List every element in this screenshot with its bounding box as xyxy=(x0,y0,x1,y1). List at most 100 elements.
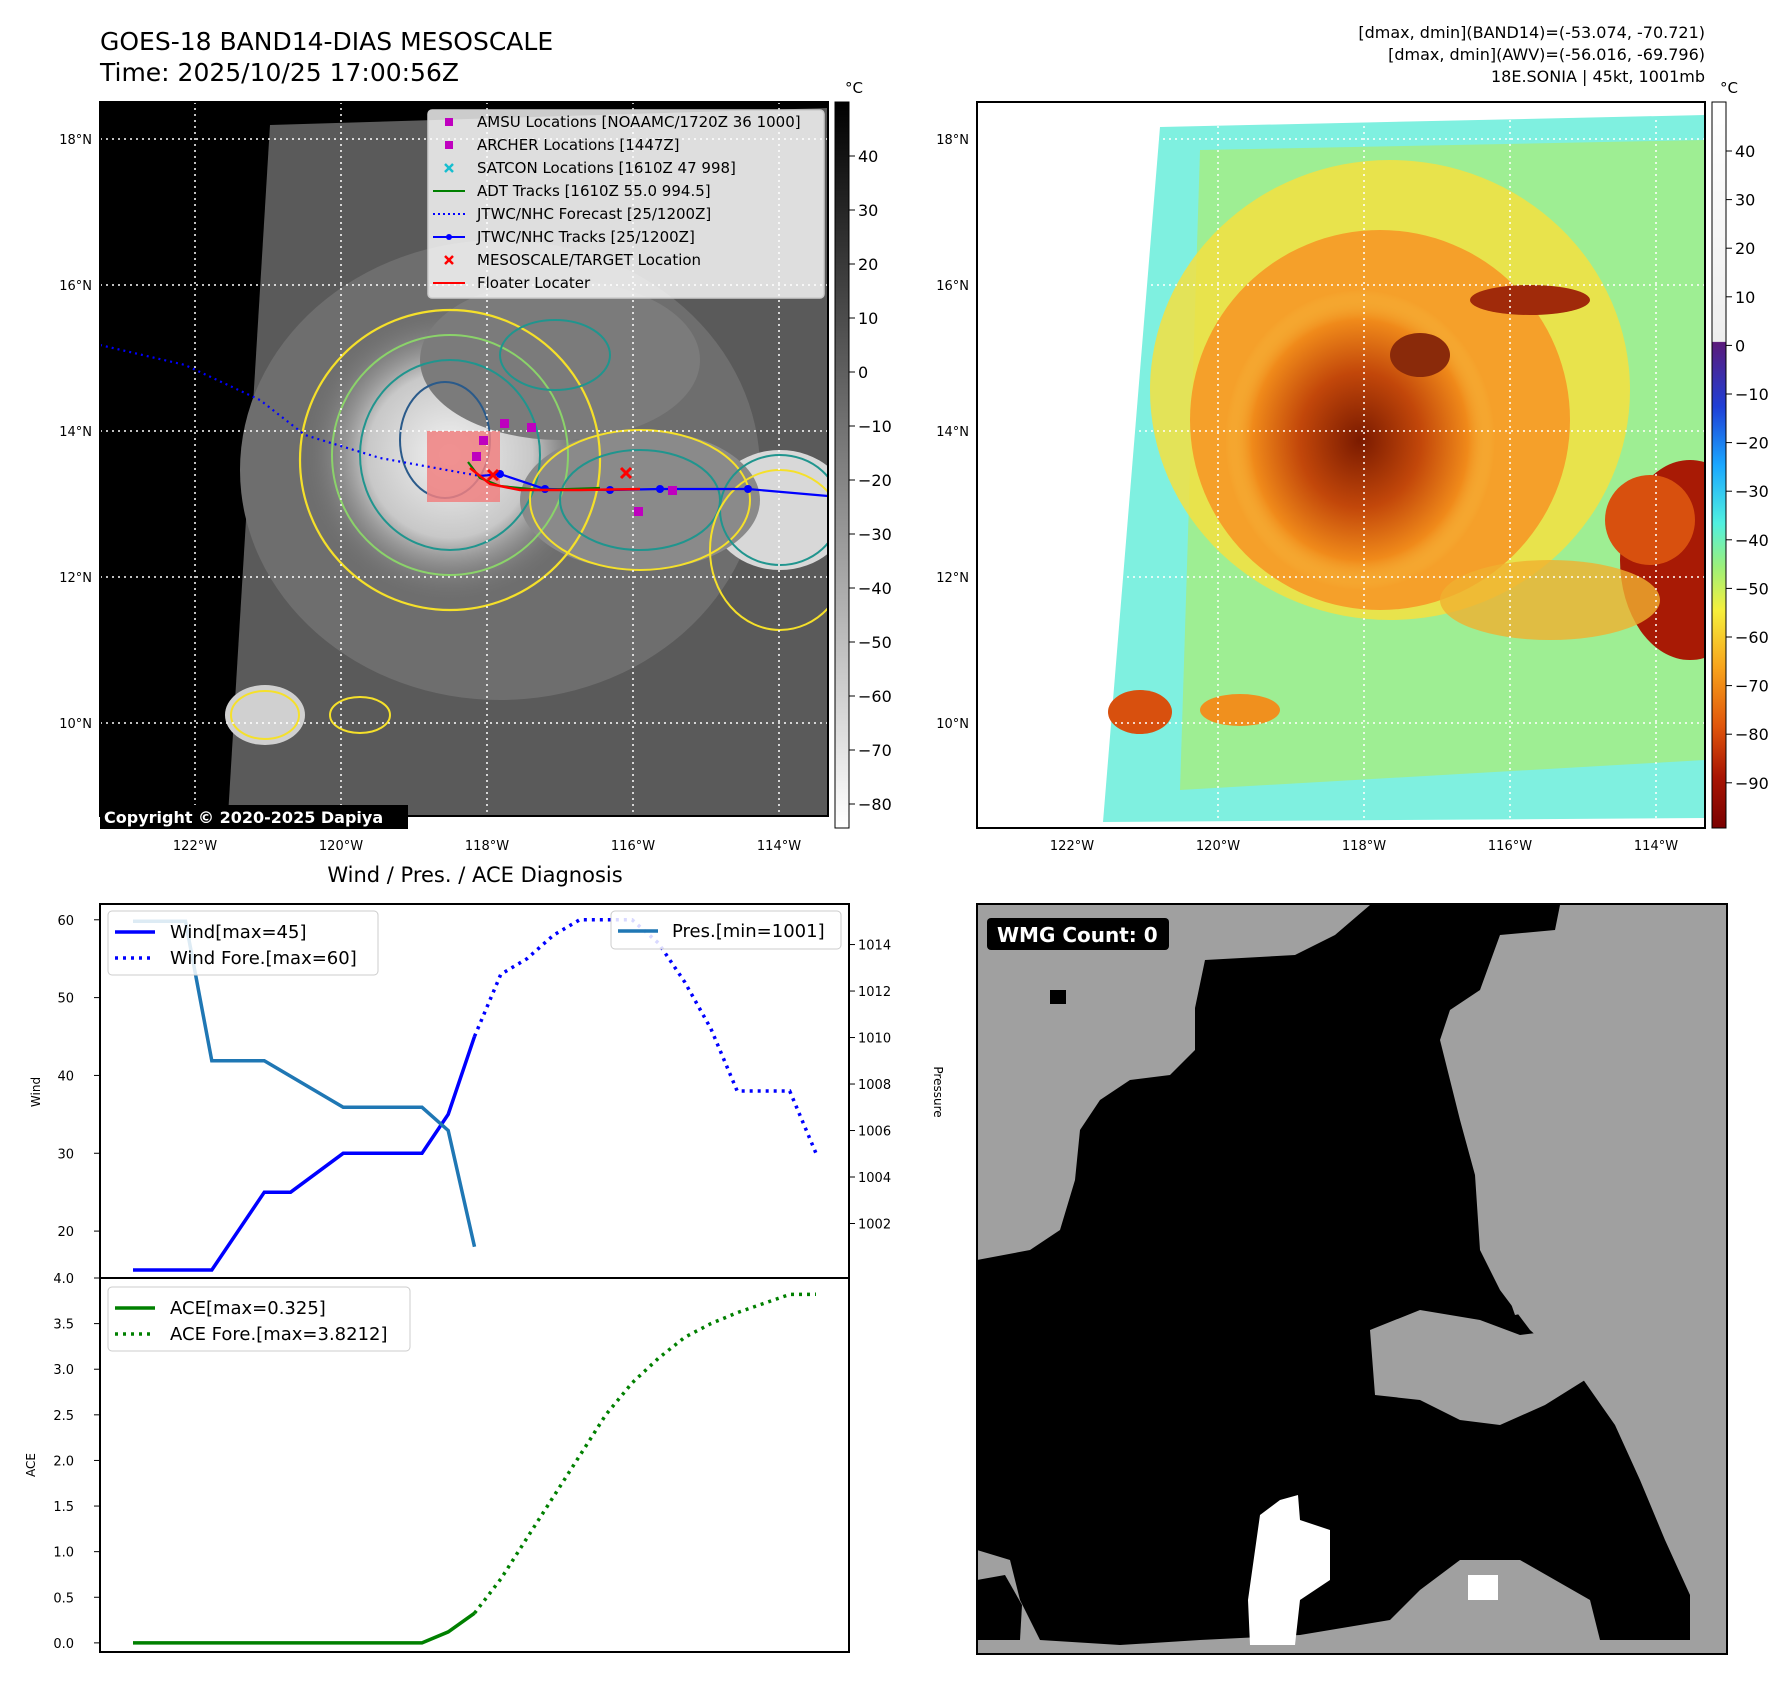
ir-colorbar-tick: −70 xyxy=(858,741,892,760)
wind-ytick: 40 xyxy=(57,1069,74,1084)
ace-ytick: 0.0 xyxy=(53,1637,74,1652)
ir-colorbar-tick: 10 xyxy=(858,309,878,328)
legend-label: AMSU Locations [NOAAMC/1720Z 36 1000] xyxy=(477,113,801,131)
lat-label: 18°N xyxy=(59,133,92,148)
awv-colorbar-tick: −80 xyxy=(1735,725,1769,744)
ir-lon-labels: 122°W 120°W 118°W 116°W 114°W xyxy=(173,839,801,854)
awv-colorbar-tick: −90 xyxy=(1735,774,1769,793)
awv-colorbar: °C 40 30 20 10 0 −10 −20 −30 −40 −50 −60 −70 −80 −90 xyxy=(1711,79,1769,829)
ace-legend-label: ACE Fore.[max=3.8212] xyxy=(170,1324,388,1345)
ir-colorbar-tick: −80 xyxy=(858,795,892,814)
pressure-ytick: 1006 xyxy=(858,1125,891,1140)
info-awv: [dmax, dmin](AWV)=(-56.016, -69.796) xyxy=(1388,45,1705,64)
ace-ytick: 3.0 xyxy=(53,1363,74,1378)
pressure-ytick: 1008 xyxy=(858,1078,891,1093)
ace-chart: 0.0 0.5 1.0 1.5 2.0 2.5 3.0 3.5 4.0 ACE ACE[max=0.… xyxy=(24,1272,850,1653)
lon-label: 114°W xyxy=(757,839,801,854)
wmg-panel: WMG Count: 0 xyxy=(976,903,1728,1655)
legend-label: Floater Locater xyxy=(477,274,591,292)
awv-map-panel xyxy=(976,101,1706,829)
ace-ytick: 0.5 xyxy=(53,1591,74,1606)
awv-colorbar-tick: −40 xyxy=(1735,531,1769,550)
awv-colorbar-tick: −10 xyxy=(1735,385,1769,404)
copyright-badge: Copyright © 2020-2025 Dapiya xyxy=(100,805,408,829)
info-storm: 18E.SONIA | 45kt, 1001mb xyxy=(1491,67,1705,86)
copyright-text: Copyright © 2020-2025 Dapiya xyxy=(104,808,383,827)
ace-ytick: 2.0 xyxy=(53,1454,74,1469)
lon-label: 118°W xyxy=(465,839,509,854)
pressure-axis-label: Pressure xyxy=(931,1066,945,1117)
lon-label: 122°W xyxy=(173,839,217,854)
ir-colorbar: °C 40 30 20 10 0 −10 −20 −30 −40 −50 −60 −70 −80 xyxy=(834,79,892,829)
lat-label: 16°N xyxy=(59,279,92,294)
legend-label: SATCON Locations [1610Z 47 998] xyxy=(477,159,736,177)
ace-legend: ACE[max=0.325] ACE Fore.[max=3.8212] xyxy=(107,1286,411,1352)
awv-colorbar-tick: 10 xyxy=(1735,288,1755,307)
wmg-count-label: WMG Count: 0 xyxy=(997,923,1158,947)
lat-label: 12°N xyxy=(59,571,92,586)
awv-colorbar-tick: 40 xyxy=(1735,142,1755,161)
series-line-0 xyxy=(133,1035,477,1272)
awv-colorbar-tick: −50 xyxy=(1735,579,1769,598)
wind-ytick: 60 xyxy=(57,914,74,929)
lat-label: 16°N xyxy=(936,279,969,294)
legend-label: ARCHER Locations [1447Z] xyxy=(477,136,680,154)
pressure-ytick: 1012 xyxy=(858,985,891,1000)
pressure-legend: Pres.[min=1001] xyxy=(610,910,842,950)
awv-colorbar-tick: 20 xyxy=(1735,239,1755,258)
wind-ytick: 20 xyxy=(57,1225,74,1240)
wind-legend-label: Wind Fore.[max=60] xyxy=(170,948,357,969)
ace-legend-label: ACE[max=0.325] xyxy=(170,1298,326,1319)
ir-colorbar-tick: −30 xyxy=(858,525,892,544)
lon-label: 114°W xyxy=(1634,839,1678,854)
ace-ytick: 2.5 xyxy=(53,1409,74,1424)
awv-colorbar-tick: −30 xyxy=(1735,482,1769,501)
legend-label: ADT Tracks [1610Z 55.0 994.5] xyxy=(477,182,711,200)
awv-colorbar-tick: 30 xyxy=(1735,191,1755,210)
lon-label: 120°W xyxy=(1196,839,1240,854)
info-band14: [dmax, dmin](BAND14)=(-53.074, -70.721) xyxy=(1358,23,1705,42)
pressure-ytick: 1010 xyxy=(858,1032,891,1047)
legend-label: MESOSCALE/TARGET Location xyxy=(477,251,701,269)
pressure-ytick: 1002 xyxy=(858,1218,891,1233)
pressure-ytick: 1004 xyxy=(858,1171,891,1186)
legend-marker xyxy=(445,141,453,149)
ir-colorbar-tick: −40 xyxy=(858,579,892,598)
map-legend: AMSU Locations [NOAAMC/1720Z 36 1000] ARC… xyxy=(427,109,825,299)
ace-ytick: 1.0 xyxy=(53,1546,74,1561)
lat-label: 14°N xyxy=(59,425,92,440)
lat-label: 14°N xyxy=(936,425,969,440)
awv-colorbar-tick: 0 xyxy=(1735,336,1745,355)
awv-colorbar-unit: °C xyxy=(1720,79,1738,97)
ace-ytick: 4.0 xyxy=(53,1272,74,1287)
lat-label: 12°N xyxy=(936,571,969,586)
ace-ytick: 1.5 xyxy=(53,1500,74,1515)
wind-legend: Wind[max=45] Wind Fore.[max=60] xyxy=(107,910,379,976)
ace-series-line-0 xyxy=(133,1611,476,1645)
lon-label: 116°W xyxy=(1488,839,1532,854)
wind-legend-label: Wind[max=45] xyxy=(170,922,307,943)
awv-colorbar-tick: −20 xyxy=(1735,434,1769,453)
legend-marker xyxy=(445,118,453,126)
wind-pressure-chart: 20 30 40 50 60 1002 1004 1006 1008 1010 1012 1014 Wi… xyxy=(29,903,945,1279)
ace-ytick: 3.5 xyxy=(53,1318,74,1333)
wind-axis-label: Wind xyxy=(29,1077,43,1107)
ir-colorbar-tick: 0 xyxy=(858,363,868,382)
ir-colorbar-tick: 40 xyxy=(858,147,878,166)
awv-colorbar-tick: −60 xyxy=(1735,628,1769,647)
lat-label: 18°N xyxy=(936,133,969,148)
awv-lon-labels: 122°W 120°W 118°W 116°W 114°W xyxy=(1050,839,1678,854)
lon-label: 118°W xyxy=(1342,839,1386,854)
wind-ytick: 30 xyxy=(57,1147,74,1162)
ir-colorbar-unit: °C xyxy=(845,79,863,97)
legend-label: JTWC/NHC Tracks [25/1200Z] xyxy=(476,228,695,246)
ir-colorbar-tick: −50 xyxy=(858,633,892,652)
ir-lat-labels: 18°N 16°N 14°N 12°N 10°N xyxy=(59,133,92,732)
lat-label: 10°N xyxy=(59,717,92,732)
figure-title: GOES-18 BAND14-DIAS MESOSCALE xyxy=(100,27,553,56)
lon-label: 116°W xyxy=(611,839,655,854)
lat-label: 10°N xyxy=(936,717,969,732)
awv-lat-labels: 18°N 16°N 14°N 12°N 10°N xyxy=(936,133,969,732)
pressure-legend-label: Pres.[min=1001] xyxy=(672,921,825,942)
